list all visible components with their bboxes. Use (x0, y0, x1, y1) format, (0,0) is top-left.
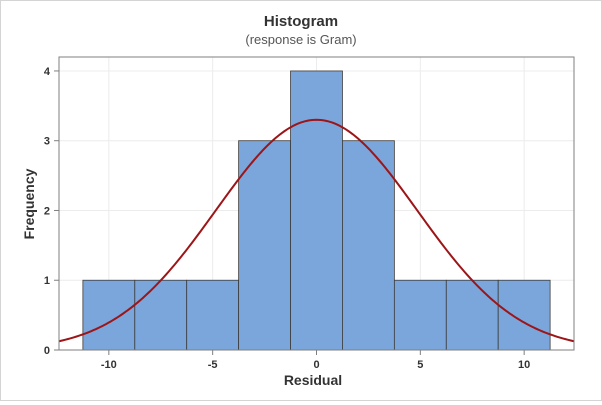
normal-fit-curve (58, 118, 575, 343)
y-axis-label: Frequency (21, 168, 37, 239)
x-tick-label-2: 0 (313, 359, 319, 371)
fit-curve-group (58, 118, 575, 343)
x-tick-label-4: 10 (518, 359, 530, 371)
histogram-bar-1 (82, 279, 136, 351)
axis-ticks: -10 -5 0 5 10 0 1 2 3 4 (44, 66, 530, 371)
histogram-bar-3 (186, 279, 240, 351)
y-tick-label-4: 4 (44, 66, 51, 78)
y-tick-label-2: 2 (44, 205, 50, 217)
histogram-bar-9 (497, 279, 551, 351)
histogram-bar-6 (342, 140, 395, 351)
x-tick-label-1: -5 (208, 359, 218, 371)
chart-subtitle: (response is Gram) (245, 32, 356, 47)
x-tick-label-0: -10 (101, 359, 117, 371)
bars (82, 70, 551, 351)
histogram-bar-8 (445, 279, 499, 351)
chart-title: Histogram (264, 13, 338, 30)
histogram-bar-4 (238, 140, 291, 351)
histogram-bar-7 (393, 279, 447, 351)
x-tick-label-3: 5 (417, 359, 423, 371)
y-tick-label-0: 0 (44, 345, 50, 357)
histogram-bar-2 (134, 279, 188, 351)
y-tick-label-1: 1 (44, 275, 50, 287)
histogram-bar-5 (290, 70, 343, 351)
y-tick-label-3: 3 (44, 136, 50, 148)
x-axis-label: Residual (284, 372, 342, 388)
